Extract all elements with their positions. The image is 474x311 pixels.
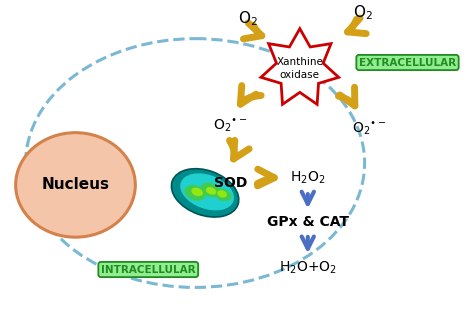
- Text: O$_2$: O$_2$: [353, 3, 373, 22]
- Text: SOD: SOD: [214, 176, 248, 190]
- Ellipse shape: [184, 185, 206, 201]
- Text: INTRACELLULAR: INTRACELLULAR: [101, 264, 196, 275]
- Ellipse shape: [217, 190, 227, 197]
- Text: O$_2$$^{\bullet-}$: O$_2$$^{\bullet-}$: [352, 120, 387, 137]
- Ellipse shape: [214, 188, 232, 201]
- Ellipse shape: [180, 173, 234, 211]
- Text: O$_2$$^{\bullet-}$: O$_2$$^{\bullet-}$: [212, 117, 247, 134]
- Polygon shape: [261, 29, 339, 104]
- Ellipse shape: [172, 169, 239, 217]
- Ellipse shape: [201, 183, 220, 197]
- Text: Nucleus: Nucleus: [41, 177, 109, 193]
- Ellipse shape: [191, 188, 203, 196]
- Text: H$_2$O+O$_2$: H$_2$O+O$_2$: [279, 259, 337, 276]
- Text: Xanthine
oxidase: Xanthine oxidase: [276, 57, 323, 80]
- Text: H$_2$O$_2$: H$_2$O$_2$: [290, 170, 326, 186]
- Ellipse shape: [206, 187, 216, 195]
- Text: O$_2$: O$_2$: [238, 9, 258, 28]
- Text: EXTRACELLULAR: EXTRACELLULAR: [359, 58, 456, 67]
- Ellipse shape: [16, 133, 135, 237]
- Text: GPx & CAT: GPx & CAT: [267, 215, 349, 229]
